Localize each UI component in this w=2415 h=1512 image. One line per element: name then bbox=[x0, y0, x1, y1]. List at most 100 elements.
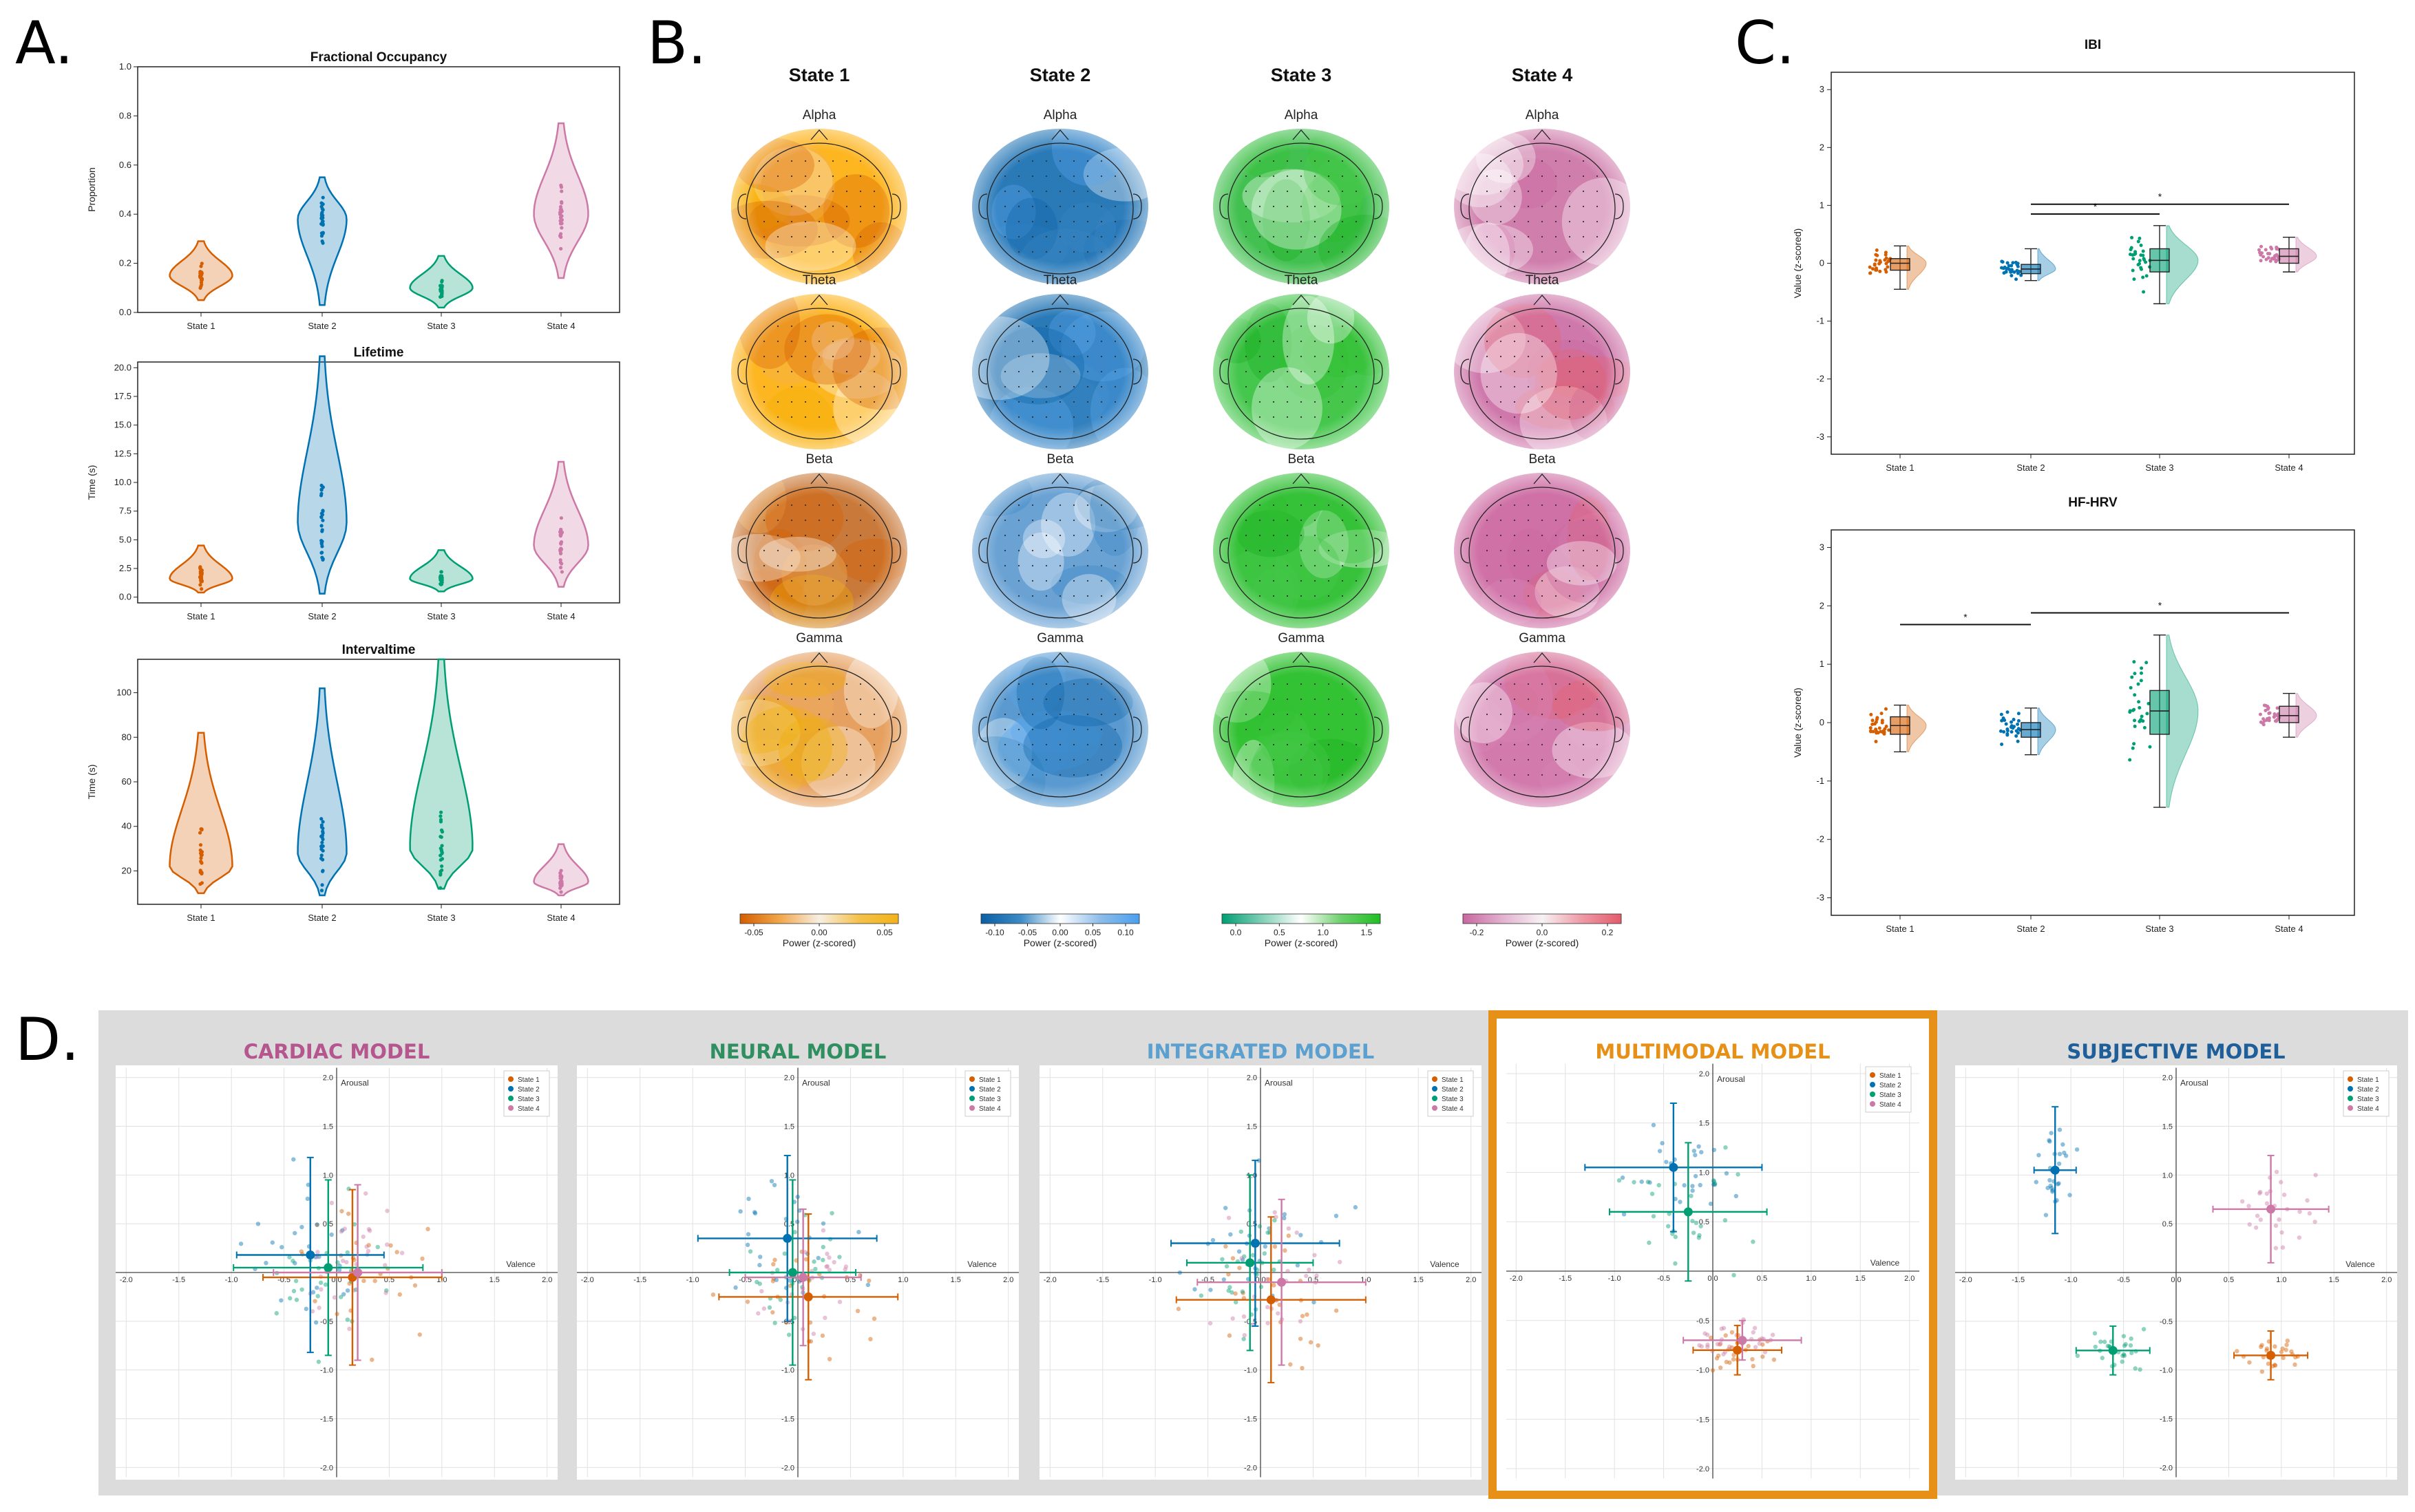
electrode bbox=[832, 205, 834, 208]
participant-point bbox=[1696, 1235, 1702, 1240]
x-tick-label: 0.5 bbox=[1757, 1275, 1767, 1283]
rain-point bbox=[2005, 733, 2010, 737]
participant-point bbox=[337, 1267, 342, 1273]
colorbar-label: Power (z-scored) bbox=[1506, 937, 1579, 948]
participant-point bbox=[2120, 1353, 2125, 1359]
electrode bbox=[1527, 385, 1530, 388]
participant-point bbox=[2297, 1235, 2302, 1240]
electrode bbox=[1300, 325, 1303, 328]
rain-point bbox=[2268, 252, 2272, 256]
electrode bbox=[1300, 190, 1303, 193]
participant-point bbox=[2123, 1342, 2128, 1347]
state-mean-3 bbox=[1245, 1258, 1255, 1268]
electrode bbox=[1086, 595, 1089, 597]
topomap-field bbox=[731, 129, 907, 284]
participant-point bbox=[795, 1194, 800, 1200]
participant-point bbox=[279, 1298, 284, 1303]
y-tick-label: -2 bbox=[1816, 834, 1824, 844]
electrode bbox=[1513, 175, 1516, 178]
participant-point bbox=[2047, 1139, 2052, 1144]
participant-point bbox=[770, 1279, 776, 1284]
violin-point bbox=[199, 860, 203, 864]
rain-point bbox=[2000, 266, 2004, 270]
electrode bbox=[1073, 579, 1075, 582]
electrode bbox=[790, 774, 793, 776]
participant-point bbox=[2128, 1343, 2133, 1348]
electrode bbox=[804, 251, 807, 253]
rain-point bbox=[1999, 729, 2003, 733]
electrode bbox=[1527, 698, 1530, 701]
participant-point bbox=[306, 1182, 310, 1187]
participant-point bbox=[1241, 1337, 1246, 1341]
right-ear-outline bbox=[892, 359, 901, 385]
participant-point bbox=[342, 1226, 347, 1231]
electrode bbox=[1286, 235, 1289, 238]
rain-point bbox=[2132, 277, 2136, 281]
nose-outline bbox=[1051, 129, 1069, 140]
electrode bbox=[1272, 190, 1275, 193]
y-tick-label: 20 bbox=[122, 865, 131, 875]
rain-point bbox=[2133, 672, 2137, 676]
electrode bbox=[1114, 549, 1117, 552]
electrode bbox=[777, 683, 779, 685]
violin-point bbox=[319, 493, 324, 498]
electrode bbox=[1004, 698, 1006, 701]
participant-point bbox=[1233, 1299, 1238, 1305]
rain-point bbox=[2133, 693, 2137, 697]
violin-point bbox=[560, 200, 564, 204]
electrode bbox=[1541, 728, 1543, 731]
head-outline bbox=[987, 308, 1134, 440]
electrode bbox=[1258, 401, 1261, 403]
x-tick-label: -1.0 bbox=[225, 1276, 238, 1284]
electrode bbox=[1596, 340, 1599, 343]
rain-point bbox=[2144, 661, 2149, 665]
electrode bbox=[1596, 743, 1599, 746]
participant-point bbox=[745, 1242, 750, 1248]
electrode bbox=[1554, 774, 1557, 776]
electrode bbox=[1582, 683, 1585, 685]
state-mean-2 bbox=[1250, 1239, 1260, 1248]
electrode bbox=[1004, 205, 1006, 208]
electrode bbox=[1582, 564, 1585, 567]
electrode bbox=[1327, 235, 1330, 238]
participant-point bbox=[2281, 1355, 2286, 1361]
electrode bbox=[818, 519, 821, 522]
significance-star: * bbox=[1963, 611, 1968, 622]
violin-point bbox=[439, 810, 443, 814]
electrode bbox=[1300, 683, 1303, 685]
y-tick-label: 2.5 bbox=[119, 563, 131, 573]
electrode bbox=[1554, 235, 1557, 238]
electrode bbox=[1314, 504, 1316, 507]
participant-point bbox=[1228, 1232, 1233, 1237]
rain-point bbox=[2139, 244, 2143, 248]
electrode bbox=[1554, 325, 1557, 328]
participant-point bbox=[1241, 1314, 1247, 1319]
electrode bbox=[859, 190, 862, 193]
violin-point bbox=[559, 876, 563, 880]
violin-point bbox=[319, 204, 324, 209]
electrode bbox=[1272, 519, 1275, 522]
electrode bbox=[763, 235, 766, 238]
participant-point bbox=[2264, 1201, 2270, 1206]
y-axis-label: Arousal bbox=[2180, 1078, 2208, 1088]
electrode bbox=[1073, 504, 1075, 507]
electrode bbox=[777, 370, 779, 373]
participant-point bbox=[299, 1287, 304, 1292]
electrode bbox=[1582, 325, 1585, 328]
electrode bbox=[1045, 190, 1048, 193]
violin-point bbox=[440, 844, 444, 848]
y-axis-label: Proportion bbox=[86, 167, 97, 212]
electrode bbox=[1596, 549, 1599, 552]
y-tick-label: 1.5 bbox=[2162, 1123, 2173, 1131]
electrode bbox=[1245, 175, 1247, 178]
electrode bbox=[1568, 385, 1571, 388]
state-mean-4 bbox=[2266, 1204, 2276, 1214]
rain-point bbox=[2272, 712, 2277, 716]
band-label: Alpha bbox=[1526, 108, 1559, 123]
electrode bbox=[1327, 683, 1330, 685]
participant-point bbox=[1286, 1233, 1291, 1238]
rain-point bbox=[2136, 239, 2140, 244]
state-mean-4 bbox=[1277, 1277, 1287, 1287]
electrode bbox=[1314, 416, 1316, 418]
electrode bbox=[859, 325, 862, 328]
